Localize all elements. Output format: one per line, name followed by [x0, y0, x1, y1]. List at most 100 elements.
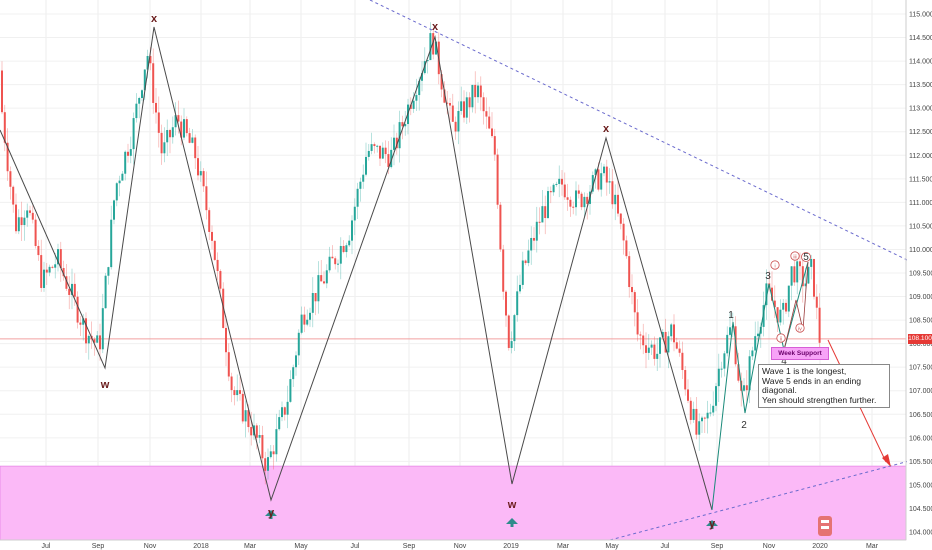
candle-body [79, 322, 82, 325]
note-line: Yen should strengthen further. [762, 394, 877, 405]
candle-body [474, 84, 477, 98]
candle-body [320, 275, 323, 282]
y-tick-label: 113.500 [909, 82, 932, 89]
candle-body [345, 245, 348, 253]
candle-body [339, 245, 342, 264]
y-tick-label: 105.000 [909, 482, 932, 489]
subwave-circle [790, 251, 800, 261]
wxy-wave-line [0, 26, 713, 511]
candle-body [477, 85, 479, 98]
candle-body [636, 312, 639, 335]
candle-body [642, 335, 645, 346]
candle-body [729, 327, 731, 335]
candle-body [272, 451, 275, 455]
candle-body [157, 112, 160, 133]
candle-body [796, 261, 799, 283]
wave-number: 1 [728, 310, 734, 321]
bounce-arrow-stem [269, 515, 273, 519]
candle-body [359, 181, 362, 189]
candle-body [250, 427, 253, 436]
candle-body [26, 210, 29, 218]
candle-body [135, 103, 138, 119]
candle-body [404, 124, 407, 127]
candle-body [771, 287, 773, 301]
candle-body [129, 149, 132, 156]
candle-body [93, 339, 96, 343]
candle-body [471, 84, 474, 108]
week-support-label: Week Support [771, 347, 829, 360]
candle-body [451, 105, 454, 122]
candle-body [398, 122, 401, 149]
candle-body [311, 292, 314, 313]
candle-body [544, 206, 547, 219]
event-badge-mark [821, 520, 829, 523]
candle-body [379, 145, 381, 159]
candle-body [82, 318, 85, 325]
candle-body [717, 368, 720, 387]
candle-body [281, 407, 283, 418]
candle-body [597, 169, 600, 190]
candle-body [608, 181, 611, 183]
candle-body [115, 183, 118, 201]
candle-body [141, 90, 143, 99]
candle-body [381, 147, 384, 159]
forecast-arrow-head [882, 454, 891, 467]
candle-body [488, 116, 491, 129]
candle-body [631, 287, 633, 293]
candle-body [726, 334, 729, 354]
subwave-label: iv [798, 327, 802, 333]
candle-body [773, 300, 776, 308]
wave-label-circle [801, 252, 811, 262]
candle-body [99, 335, 101, 350]
candle-body [342, 245, 345, 253]
candle-body [454, 121, 457, 132]
candle-body [547, 191, 549, 219]
candle-body [65, 276, 68, 289]
candle-body [527, 250, 530, 264]
y-tick-label: 109.500 [909, 271, 932, 278]
candle-body [62, 268, 65, 277]
candle-body [743, 385, 745, 391]
candle-body [673, 324, 675, 343]
candle-body [300, 314, 303, 333]
x-tick-label: Nov [763, 543, 776, 550]
candle-body [292, 367, 295, 380]
candle-body [9, 171, 12, 187]
candle-body [205, 186, 208, 211]
candle-body [765, 283, 768, 306]
y-tick-label: 112.500 [909, 129, 932, 136]
candle-body [530, 237, 533, 251]
candle-body [533, 237, 535, 241]
subwave-label: iii [793, 255, 796, 261]
candle-body [695, 408, 698, 435]
wave-number: 5 [803, 252, 809, 263]
candle-body [807, 266, 810, 284]
candle-body [325, 270, 328, 284]
candle-body [815, 296, 818, 308]
candle-body [468, 97, 471, 108]
candle-body [723, 353, 726, 369]
x-tick-label: Jul [661, 543, 670, 550]
x-tick-label: 2018 [193, 543, 209, 550]
candle-body [605, 166, 608, 183]
candle-body [429, 33, 432, 61]
candle-body [356, 188, 359, 207]
candle-body [45, 269, 48, 273]
candle-body [113, 200, 115, 220]
candle-body [376, 145, 379, 147]
wave-number: 2 [741, 420, 747, 431]
y-tick-label: 111.500 [909, 176, 932, 183]
subwave-label: i [774, 264, 775, 270]
bounce-arrow-stem [510, 523, 514, 527]
y-axis-panel [907, 0, 932, 550]
bounce-arrow-icon [506, 518, 518, 524]
impulse-wave-line [711, 261, 809, 511]
candle-body [521, 260, 524, 285]
candle-body [247, 410, 250, 428]
candle-body [362, 174, 365, 182]
candle-body [446, 102, 449, 104]
candle-body [678, 348, 681, 353]
candle-body [202, 171, 205, 187]
candle-body [664, 331, 667, 353]
